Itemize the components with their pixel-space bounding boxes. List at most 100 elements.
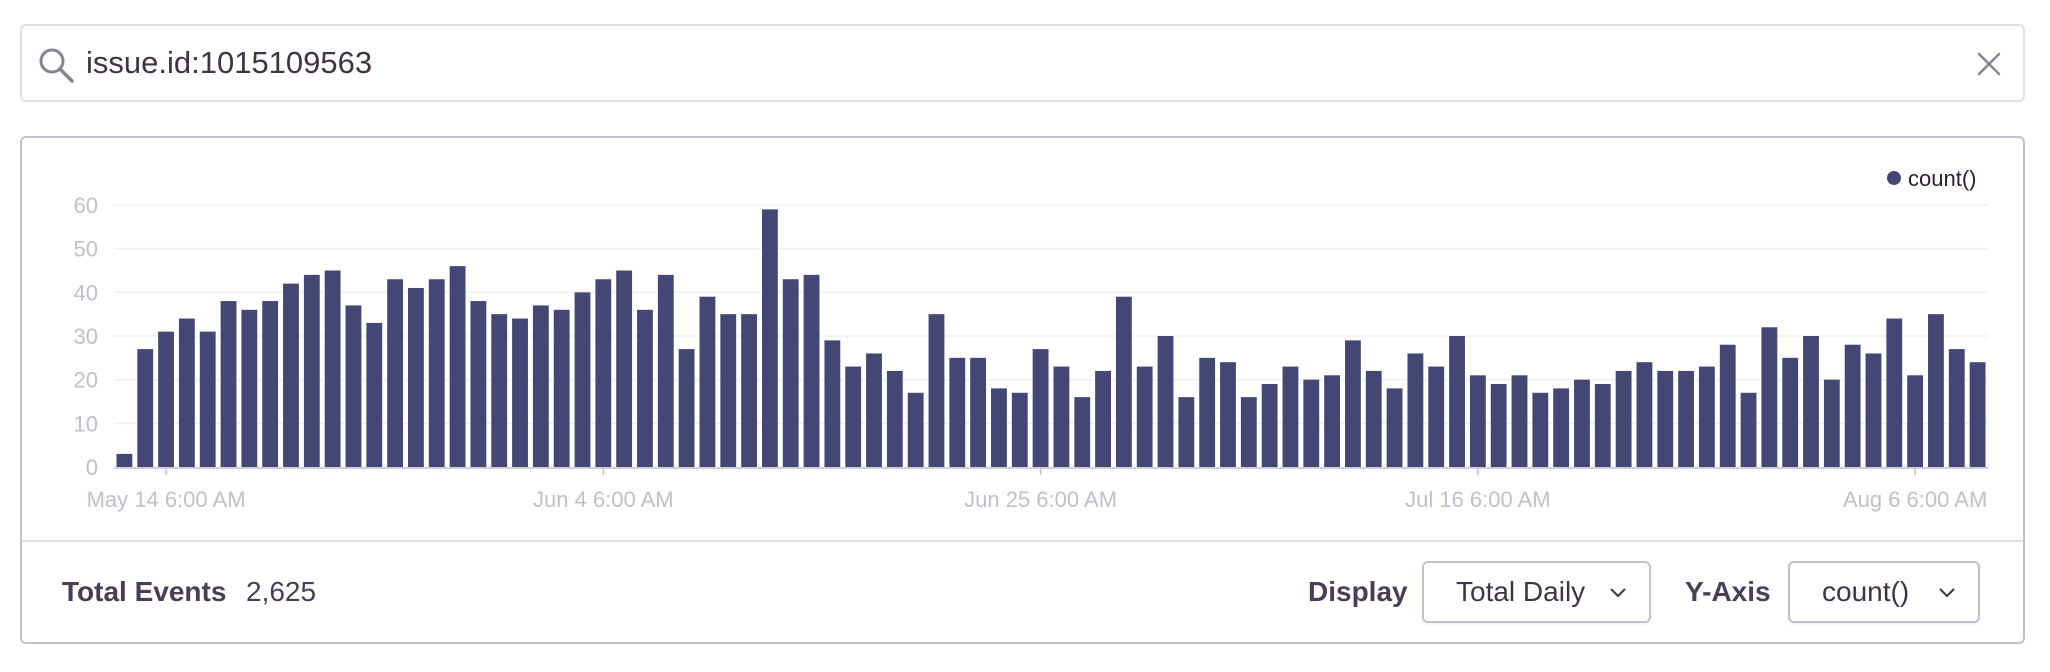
bar[interactable] [1553, 388, 1570, 467]
bar[interactable] [1823, 379, 1840, 467]
bar[interactable] [324, 270, 341, 468]
bar[interactable] [1074, 397, 1091, 467]
bar[interactable] [116, 453, 133, 467]
bar[interactable] [949, 357, 966, 467]
bar[interactable] [699, 296, 716, 467]
bar[interactable] [657, 274, 674, 467]
chevron-down-icon [1610, 588, 1626, 598]
bar[interactable] [1740, 392, 1757, 467]
bar[interactable] [1324, 375, 1341, 467]
bar[interactable] [741, 314, 757, 467]
bar[interactable] [428, 279, 445, 467]
bar[interactable] [782, 279, 799, 467]
bar[interactable] [1886, 318, 1903, 467]
bar[interactable] [824, 340, 841, 467]
bar[interactable] [283, 283, 299, 467]
bar[interactable] [1282, 366, 1299, 467]
bar[interactable] [1907, 375, 1924, 467]
bar[interactable] [991, 388, 1007, 467]
bar[interactable] [1782, 357, 1799, 467]
bar[interactable] [1365, 370, 1382, 467]
bar[interactable] [1865, 353, 1882, 467]
bar[interactable] [1928, 314, 1944, 467]
display-dropdown[interactable]: Total Daily [1422, 561, 1651, 623]
bar[interactable] [886, 370, 903, 467]
bar[interactable] [470, 301, 487, 467]
bar[interactable] [1053, 366, 1070, 467]
bar[interactable] [845, 366, 862, 467]
bar[interactable] [1657, 370, 1674, 467]
bar[interactable] [1407, 353, 1424, 467]
bar[interactable] [1115, 296, 1132, 467]
bar[interactable] [1345, 340, 1361, 467]
bar[interactable] [366, 322, 383, 467]
bar[interactable] [1636, 362, 1653, 467]
bar[interactable] [1761, 327, 1778, 467]
bar[interactable] [512, 318, 528, 467]
bar[interactable] [553, 309, 570, 467]
bar[interactable] [449, 266, 466, 467]
bar[interactable] [532, 305, 549, 467]
bar[interactable] [720, 314, 737, 467]
bar[interactable] [574, 292, 591, 467]
bar[interactable] [1449, 336, 1465, 467]
bar[interactable] [199, 331, 216, 467]
bar[interactable] [1303, 379, 1320, 467]
bar[interactable] [616, 270, 633, 468]
bar[interactable] [1157, 336, 1174, 467]
bar[interactable] [1032, 349, 1049, 467]
x-axis: May 14 6:00 AM Jun 4 6:00 AM Jun 25 6:00 A… [87, 467, 1988, 512]
bar[interactable] [761, 209, 778, 467]
search-input[interactable] [86, 36, 1886, 90]
bar[interactable] [1969, 362, 1986, 467]
bar[interactable] [1698, 366, 1715, 467]
bar[interactable] [1240, 397, 1257, 467]
close-icon[interactable] [1973, 48, 2005, 80]
bar[interactable] [1615, 370, 1632, 467]
bar[interactable] [491, 314, 508, 467]
bar[interactable] [1220, 362, 1236, 467]
bar[interactable] [303, 274, 320, 467]
bar[interactable] [1844, 344, 1861, 467]
bar[interactable] [137, 349, 154, 467]
x-tick-label: Jul 16 6:00 AM [1405, 487, 1551, 512]
bar[interactable] [262, 301, 279, 467]
bar[interactable] [408, 287, 424, 467]
y-tick-label: 30 [74, 324, 98, 349]
bar[interactable] [178, 318, 195, 467]
bar[interactable] [1095, 370, 1111, 467]
bar[interactable] [1511, 375, 1528, 467]
bar[interactable] [1678, 370, 1694, 467]
bar[interactable] [220, 301, 237, 467]
bar[interactable] [1594, 384, 1611, 467]
bar[interactable] [1386, 388, 1403, 467]
bar[interactable] [241, 309, 258, 467]
bar[interactable] [637, 309, 653, 467]
y-axis-dropdown[interactable]: count() [1788, 561, 1980, 623]
bar[interactable] [678, 349, 695, 467]
bar[interactable] [1948, 349, 1965, 467]
bar[interactable] [1574, 379, 1590, 467]
bar[interactable] [1178, 397, 1195, 467]
bar[interactable] [1719, 344, 1736, 467]
bar[interactable] [970, 357, 987, 467]
bar[interactable] [1803, 336, 1819, 467]
bar[interactable] [928, 314, 945, 467]
chart-legend[interactable]: count() [1887, 166, 1976, 191]
display-label: Display [1308, 576, 1408, 607]
bar[interactable] [1011, 392, 1028, 467]
bar[interactable] [1490, 384, 1507, 467]
bar[interactable] [595, 279, 612, 467]
bar[interactable] [345, 305, 362, 467]
bar[interactable] [387, 279, 404, 467]
bar[interactable] [1199, 357, 1216, 467]
bar[interactable] [1428, 366, 1445, 467]
bar[interactable] [1469, 375, 1486, 467]
bar[interactable] [158, 331, 174, 467]
bar[interactable] [1261, 384, 1278, 467]
bar[interactable] [866, 353, 882, 467]
bar[interactable] [1532, 392, 1549, 467]
bar[interactable] [803, 274, 820, 467]
bar[interactable] [907, 392, 924, 467]
bar[interactable] [1136, 366, 1153, 467]
